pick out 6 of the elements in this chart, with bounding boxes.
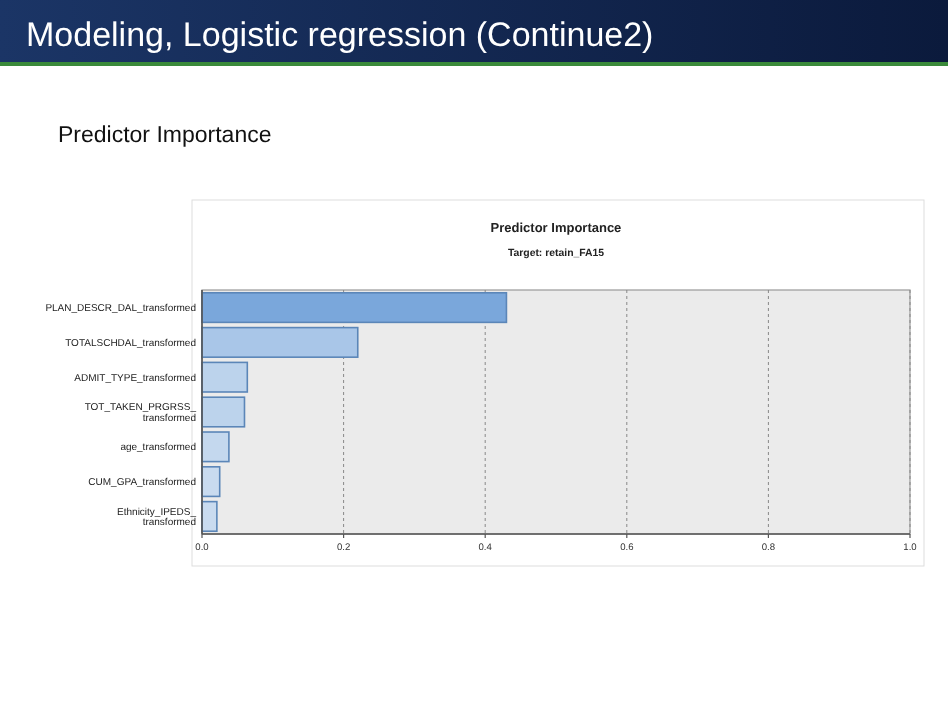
text: Modeling, Logistic regression (Continue2) (26, 16, 654, 54)
text: Predictor Importance (58, 124, 272, 148)
bar (201, 466, 221, 498)
bar (201, 500, 218, 533)
bar (201, 291, 508, 324)
bar (201, 326, 359, 358)
